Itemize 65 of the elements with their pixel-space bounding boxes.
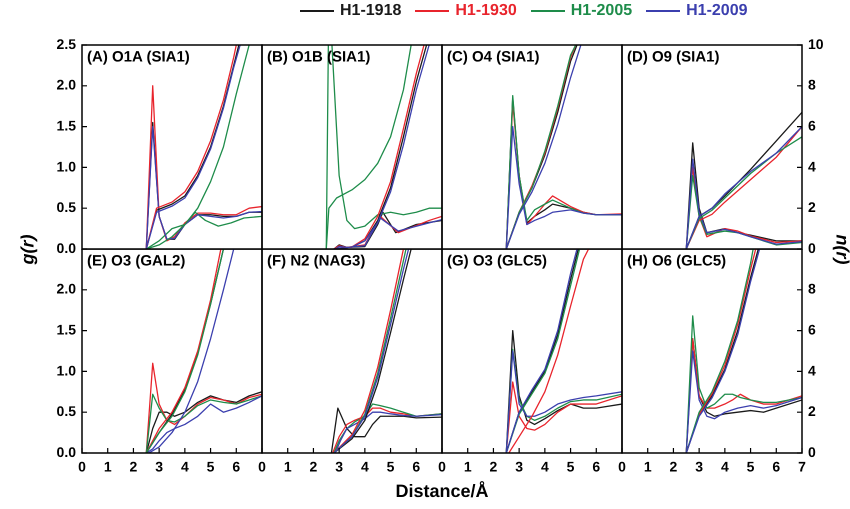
x-tick-label: 1 <box>644 458 652 474</box>
chart-title: (C) O4 (SIA1) <box>447 48 540 66</box>
y2-tick-label: 2 <box>808 199 816 216</box>
y-tick-label: 1.0 <box>56 158 76 174</box>
y-axis-title: g(r) <box>18 234 38 264</box>
y2-tick-label: 4 <box>808 158 816 174</box>
chart-title: (G) O3 (GLC5) <box>447 252 547 270</box>
y2-tick-label: 8 <box>808 76 816 93</box>
y-tick-label: 1.5 <box>56 321 76 338</box>
x-tick-label: 2 <box>310 458 318 474</box>
x-tick-label: 5 <box>386 458 395 474</box>
y2-tick-label: 6 <box>808 321 816 338</box>
legend-label: H1-1930 <box>455 2 517 20</box>
y-tick-label: 0.5 <box>56 199 76 216</box>
y-tick-label: 0.0 <box>56 444 76 460</box>
chart-title: (E) O3 (GAL2) <box>87 252 186 270</box>
y2-tick-label: 6 <box>808 117 816 134</box>
y-tick-label: 2.0 <box>56 76 76 93</box>
x-tick-label: 0 <box>438 458 446 474</box>
x-tick-label: 5 <box>566 458 575 474</box>
x-tick-label: 2 <box>670 458 678 474</box>
x-tick-label: 0 <box>258 458 266 474</box>
y-tick-label: 1.5 <box>56 117 76 134</box>
y2-tick-label: 8 <box>808 280 816 297</box>
x-tick-label: 2 <box>490 458 498 474</box>
y-tick-label: 0.5 <box>56 403 76 420</box>
x-tick-label: 4 <box>360 458 369 474</box>
chart-title: (D) O9 (SIA1) <box>627 48 720 66</box>
x-tick-label: 1 <box>464 458 472 474</box>
x-tick-label: 3 <box>515 458 524 474</box>
legend-label: H1-2005 <box>570 2 632 20</box>
x-tick-label: 6 <box>412 458 420 474</box>
x-tick-label: 6 <box>232 458 240 474</box>
x-tick-label: 4 <box>180 458 189 474</box>
x-tick-label: 6 <box>592 458 600 474</box>
x-tick-label: 5 <box>206 458 215 474</box>
x-tick-label: 7 <box>798 458 806 474</box>
x-tick-label: 4 <box>540 458 549 474</box>
chart-title: (A) O1A (SIA1) <box>87 48 190 66</box>
x-tick-label: 4 <box>720 458 729 474</box>
y2-tick-label: 10 <box>808 36 824 52</box>
y2-tick-label: 2 <box>808 403 816 420</box>
y2-tick-label: 0 <box>808 444 816 460</box>
x-tick-label: 1 <box>104 458 112 474</box>
x-tick-label: 3 <box>695 458 704 474</box>
legend-label: H1-1918 <box>340 2 402 20</box>
y-tick-label: 0.0 <box>56 240 76 256</box>
chart-title: (F) N2 (NAG3) <box>267 252 366 270</box>
x-axis-title: Distance/Å <box>396 481 489 502</box>
y-tick-label: 2.5 <box>56 36 76 52</box>
y-tick-label: 1.0 <box>56 362 76 378</box>
x-tick-label: 0 <box>618 458 626 474</box>
x-tick-label: 1 <box>284 458 292 474</box>
x-tick-label: 3 <box>155 458 164 474</box>
x-tick-label: 3 <box>335 458 344 474</box>
x-tick-label: 2 <box>130 458 138 474</box>
x-tick-label: 6 <box>772 458 780 474</box>
y-tick-label: 2.0 <box>56 280 76 297</box>
legend-label: H1-2009 <box>686 2 748 20</box>
x-tick-label: 0 <box>78 458 86 474</box>
x-tick-label: 5 <box>746 458 755 474</box>
chart-title: (H) O6 (GLC5) <box>627 252 726 270</box>
y2-tick-label: 4 <box>808 362 816 378</box>
y2-axis-title: n(r) <box>832 234 850 264</box>
y2-tick-label: 0 <box>808 240 816 256</box>
